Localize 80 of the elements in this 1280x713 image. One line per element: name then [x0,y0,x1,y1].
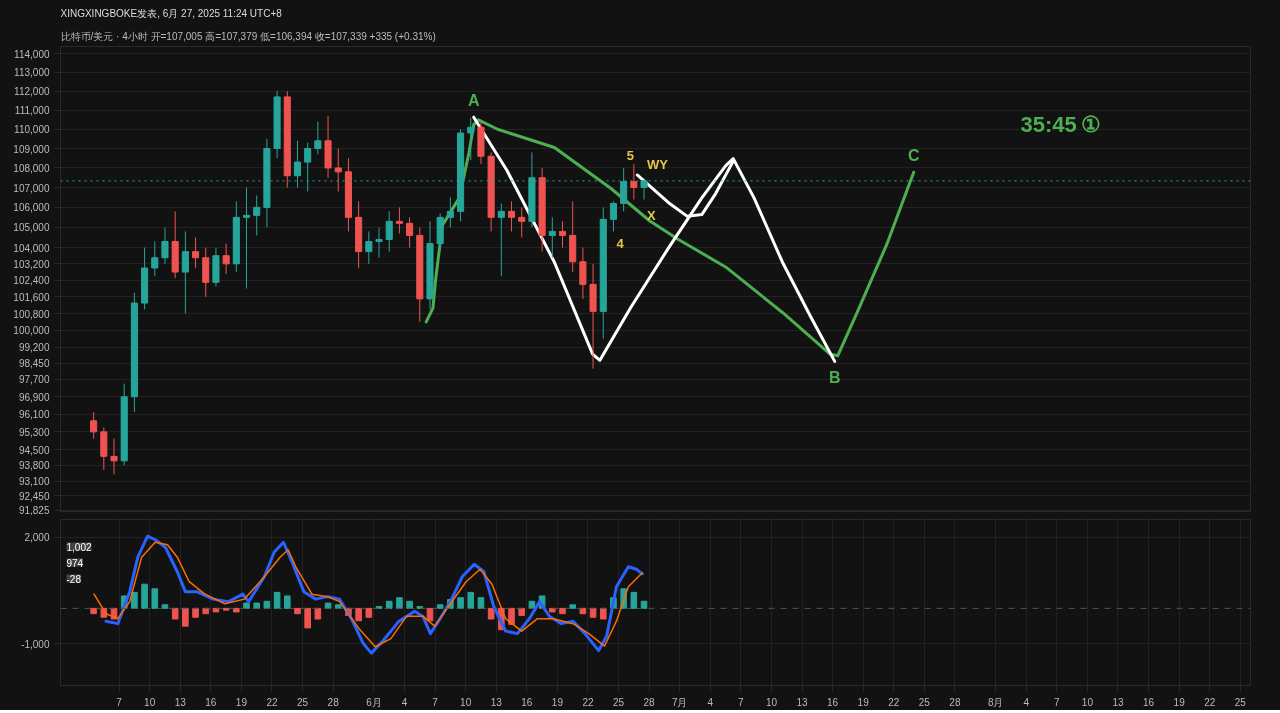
y-tick-label: 111,000 [14,105,50,117]
x-tick-label: 13 [490,696,503,708]
x-tick-label: 28 [327,696,340,708]
x-tick-label: 19 [857,696,870,708]
y-tick-label: 107,000 [13,182,50,194]
x-tick-label: 25 [1234,696,1247,708]
y-tick-label: 94,500 [18,444,50,456]
x-tick-label: 10 [765,696,778,708]
x-tick-label: 4 [401,696,408,708]
annotation: C [907,147,920,165]
x-tick-label: 7 [738,696,745,708]
annotation: B [828,369,841,387]
x-tick-label: 4 [707,696,714,708]
annotation: WY [647,157,669,173]
annotation: A [467,92,480,110]
y-tick-label: 110,000 [14,124,50,136]
x-tick-label: 16 [1143,696,1155,708]
annotation: 1,002 [66,541,92,553]
y-tick-label: 99,200 [18,342,50,354]
annotation: 974 [66,557,84,569]
x-tick-label: 13 [796,696,809,708]
x-tick-label: 25 [918,696,931,708]
y-tick-label: 112,000 [14,86,50,98]
x-tick-label: 19 [1173,696,1186,708]
y-tick-label: 93,100 [18,476,50,488]
y-tick-label: 91,825 [18,505,50,517]
x-tick-label: 16 [827,696,839,708]
y-tick-label: 2,000 [24,532,50,544]
x-tick-label: 7 [116,696,123,708]
annotation: 5 [626,147,634,163]
x-tick-label: 22 [266,696,278,708]
annotation: ① [1080,111,1101,137]
x-tick-label: 10 [1081,696,1094,708]
x-tick-label: 13 [174,696,187,708]
x-tick-label: 7月 [671,696,688,708]
y-tick-label: 95,300 [18,426,50,438]
y-tick-label: 114,000 [14,48,50,60]
x-tick-label: 22 [888,696,900,708]
x-tick-label: 19 [551,696,564,708]
y-tick-label: 96,900 [18,391,50,403]
x-tick-label: 7 [1054,696,1061,708]
x-tick-label: 28 [643,696,656,708]
chart-subtitle: 比特币/美元 · 4小时 开=107,005 高=107,379 低=106,394 收=107,339 +335 (+0.31%) [60,30,436,42]
y-tick-label: 97,700 [18,374,50,386]
x-tick-label: 10 [144,696,156,708]
y-tick-label: 104,000 [13,242,50,254]
annotation: X [647,207,657,223]
annotation: 35:45 [1020,111,1077,137]
x-tick-label: 19 [235,696,248,708]
annotation: 4 [616,236,625,252]
y-tick-label: 113,000 [14,67,50,79]
y-tick-label: 92,450 [18,490,50,502]
y-tick-label: 103,200 [13,258,50,270]
y-tick-label: 101,600 [13,291,50,303]
x-tick-label: 6月 [366,696,382,708]
x-tick-label: 4 [1023,696,1030,708]
chart-title: XINGXINGBOKE发表, 6月 27, 2025 11:24 UTC+8 [60,7,283,19]
x-tick-label: 16 [521,696,533,708]
annotation: -28 [66,573,82,585]
y-tick-label: 100,000 [13,325,50,337]
y-tick-label: 96,100 [18,409,50,421]
x-tick-label: 28 [949,696,961,708]
y-tick-label: -1,000 [21,638,50,650]
x-tick-label: 10 [460,696,472,708]
y-tick-label: 93,800 [18,460,50,472]
x-tick-label: 13 [1112,696,1124,708]
y-tick-label: 108,000 [13,162,50,174]
y-tick-label: 100,800 [13,308,50,320]
x-tick-label: 22 [582,696,594,708]
y-tick-label: 98,450 [18,358,50,370]
y-tick-label: 105,000 [13,222,50,234]
x-tick-label: 25 [297,696,309,708]
y-tick-label: 109,000 [13,143,50,155]
y-tick-label: 102,400 [13,275,50,287]
y-tick-label: 106,000 [13,202,50,214]
x-tick-label: 25 [612,696,625,708]
x-tick-label: 22 [1204,696,1216,708]
x-tick-label: 16 [205,696,217,708]
x-tick-label: 7 [432,696,439,708]
x-tick-label: 8月 [987,696,1004,708]
